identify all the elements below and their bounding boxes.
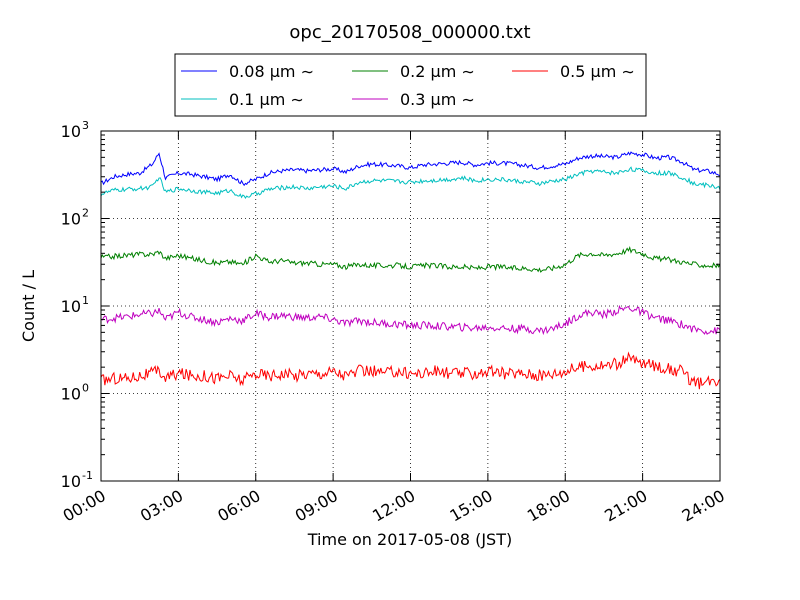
axis-ticks <box>100 130 721 482</box>
y-tick-exponent: 0 <box>82 382 89 395</box>
y-tick-exponent: 1 <box>82 294 89 307</box>
y-tick-exponent: 3 <box>82 119 89 132</box>
series-line-3 <box>101 245 720 273</box>
series-line-1 <box>101 151 720 187</box>
y-tick-exponent: 2 <box>82 207 89 220</box>
y-axis-label: Count / L <box>19 270 38 342</box>
legend-label-1: 0.08 μm ∼ <box>229 62 314 81</box>
y-tick-label: 10 <box>61 385 81 404</box>
legend-label-5: 0.5 μm ∼ <box>560 62 635 81</box>
y-tick-label: 10 <box>61 210 81 229</box>
y-tick-exponent: -1 <box>82 469 93 482</box>
series-line-5 <box>101 351 720 390</box>
legend-label-2: 0.1 μm ∼ <box>229 90 304 109</box>
legend-label-4: 0.3 μm ∼ <box>400 90 475 109</box>
chart-title: opc_20170508_000000.txt <box>289 22 530 43</box>
legend-box <box>174 53 647 117</box>
y-tick-label: 10 <box>61 297 81 316</box>
y-tick-label: 10 <box>61 472 81 491</box>
x-axis-label: Time on 2017-05-08 (JST) <box>307 530 512 549</box>
y-tick-label: 10 <box>61 122 81 141</box>
legend-label-3: 0.2 μm ∼ <box>400 62 475 81</box>
legend: 0.08 μm ∼ 0.1 μm ∼ 0.2 μm ∼ 0.3 μm ∼ 0.5 μm … <box>174 53 647 117</box>
series-line-4 <box>101 304 720 336</box>
series-line-2 <box>101 166 720 199</box>
series-lines <box>101 151 720 390</box>
